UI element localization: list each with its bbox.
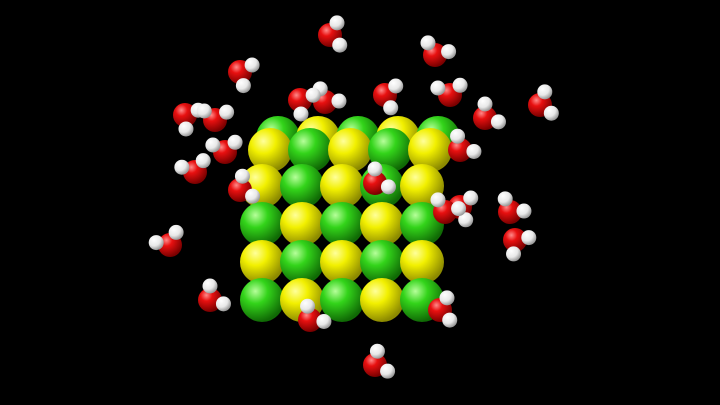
sodium-chloride-ion	[360, 202, 404, 246]
sodium-chloride-ion	[328, 128, 372, 172]
hydrogen-atom	[458, 212, 474, 228]
oxygen-atom	[473, 106, 497, 130]
hydrogen-atom	[439, 290, 455, 306]
hydrogen-atom	[506, 246, 522, 262]
hydrogen-atom	[227, 134, 243, 150]
sodium-chloride-ion	[240, 240, 284, 284]
hydrogen-atom	[195, 153, 211, 169]
hydrogen-atom	[430, 80, 446, 96]
hydrogen-atom	[331, 93, 347, 109]
hydrogen-atom	[196, 103, 212, 119]
hydrogen-atom	[168, 224, 184, 240]
hydrogen-atom	[383, 100, 399, 116]
oxygen-atom	[363, 171, 387, 195]
sodium-chloride-ion	[280, 202, 324, 246]
sodium-chloride-ion	[400, 202, 444, 246]
oxygen-atom	[298, 308, 322, 332]
oxygen-atom	[503, 228, 527, 252]
sodium-chloride-ion	[368, 128, 412, 172]
hydrogen-atom	[537, 84, 553, 100]
hydrogen-atom	[235, 78, 251, 94]
hydrogen-atom	[245, 188, 261, 204]
sodium-chloride-ion	[360, 278, 404, 322]
hydrogen-atom	[490, 114, 506, 130]
hydrogen-atom	[332, 37, 348, 53]
hydrogen-atom	[521, 230, 537, 246]
sodium-chloride-ion	[400, 240, 444, 284]
hydrogen-atom	[543, 105, 559, 121]
hydrogen-atom	[329, 15, 345, 31]
sodium-chloride-ion	[280, 164, 324, 208]
sodium-chloride-ion	[280, 240, 324, 284]
hydrogen-atom	[430, 192, 446, 208]
hydrogen-atom	[477, 96, 493, 112]
hydrogen-atom	[466, 143, 482, 159]
hydrogen-atom	[316, 313, 332, 329]
hydrogen-atom	[215, 296, 231, 312]
oxygen-atom	[198, 288, 222, 312]
hydrogen-atom	[380, 363, 396, 379]
hydrogen-atom	[420, 35, 436, 51]
hydrogen-atom	[300, 298, 316, 314]
hydrogen-atom	[450, 128, 466, 144]
hydrogen-atom	[234, 168, 250, 184]
hydrogen-atom	[516, 203, 532, 219]
hydrogen-atom	[219, 104, 235, 120]
hydrogen-atom	[452, 77, 468, 93]
sodium-chloride-ion	[320, 164, 364, 208]
oxygen-atom	[448, 138, 472, 162]
hydrogen-atom	[369, 343, 385, 359]
hydrogen-atom	[305, 87, 321, 103]
sodium-chloride-ion	[288, 128, 332, 172]
hydrogen-atom	[380, 179, 396, 195]
sodium-chloride-ion	[320, 278, 364, 322]
sodium-chloride-ion	[248, 128, 292, 172]
sodium-chloride-ion	[240, 278, 284, 322]
sodium-chloride-ion	[320, 240, 364, 284]
hydrogen-atom	[497, 191, 513, 207]
hydrogen-atom	[174, 159, 190, 175]
sodium-chloride-ion	[240, 202, 284, 246]
hydrogen-atom	[442, 312, 458, 328]
hydrogen-atom	[441, 44, 457, 60]
hydrogen-atom	[388, 78, 404, 94]
hydrogen-atom	[244, 57, 260, 73]
hydrogen-atom	[202, 278, 218, 294]
hydrogen-atom	[148, 235, 164, 251]
sodium-chloride-ion	[360, 240, 404, 284]
hydrogen-atom	[367, 161, 383, 177]
sodium-chloride-ion	[408, 128, 452, 172]
hydrogen-atom	[205, 137, 221, 153]
sodium-chloride-ion	[320, 202, 364, 246]
hydrogen-atom	[463, 190, 479, 206]
hydrogen-atom	[451, 201, 467, 217]
hydrogen-atom	[178, 121, 194, 137]
hydrogen-atom	[293, 106, 309, 122]
